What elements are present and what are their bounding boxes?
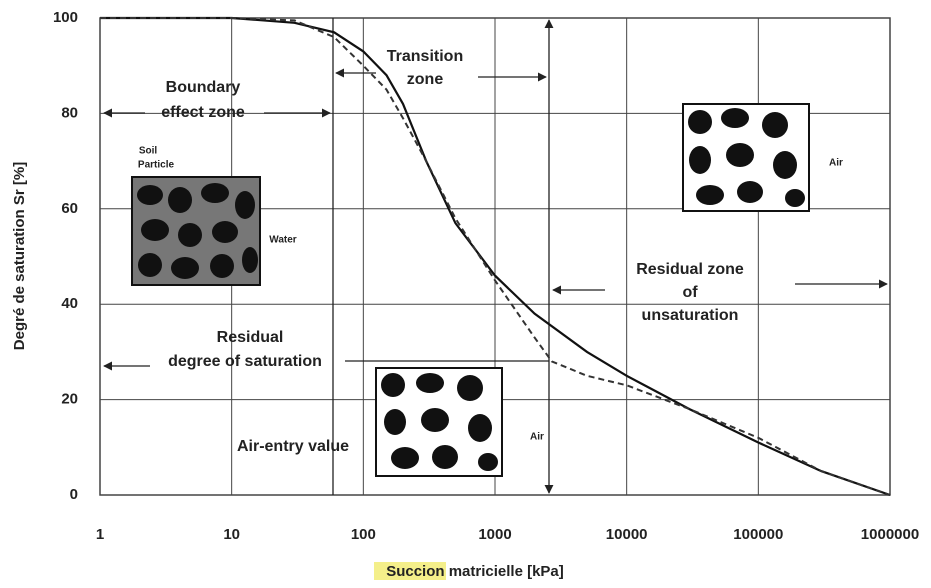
plot: Boundary effect zone Transition zone Residua… (100, 16, 891, 497)
annotation: Residual zone (636, 261, 744, 278)
y-axis-label: Degré de saturation Sr [%] (11, 162, 28, 350)
soil-image-air (682, 103, 810, 212)
annotation: Transition (387, 48, 463, 65)
highlight (374, 562, 446, 580)
annotation: Water (269, 235, 297, 246)
x-tick-label: 1000 (478, 526, 511, 543)
x-axis-label: Succion matricielle [kPa] (386, 563, 564, 580)
y-tick-label: 60 (61, 200, 78, 217)
y-tick-label: 20 (61, 391, 78, 408)
curve (100, 16, 891, 497)
curve (100, 17, 891, 496)
annotation: Boundary (166, 79, 241, 96)
annotation: Particle (138, 160, 175, 171)
annotation: zone (407, 71, 444, 88)
annotation: unsaturation (642, 307, 739, 324)
annotation-lines (103, 18, 888, 495)
annotation: Soil (139, 146, 158, 157)
x-tick-label: 10000 (606, 526, 648, 543)
annotation: of (682, 284, 698, 301)
y-tick-label: 40 (61, 295, 78, 312)
annotation: Air (829, 158, 843, 169)
x-tick-label: 1000000 (861, 526, 919, 543)
x-tick-label: 1 (96, 526, 104, 543)
annotation: Air (530, 432, 544, 443)
y-tick-label: 100 (53, 9, 78, 26)
annotation: Air-entry value (237, 438, 349, 455)
annotation: Residual (217, 329, 284, 346)
y-tick-label: 80 (61, 104, 78, 121)
x-tick-label: 100 (351, 526, 376, 543)
annotation: degree of saturation (168, 353, 322, 370)
x-tick-label: 10 (223, 526, 240, 543)
x-tick-label: 100000 (733, 526, 783, 543)
soil-image-air (375, 367, 503, 477)
soil-image-water (131, 176, 261, 286)
y-tick-label: 0 (70, 486, 78, 503)
annotation: effect zone (161, 104, 245, 121)
